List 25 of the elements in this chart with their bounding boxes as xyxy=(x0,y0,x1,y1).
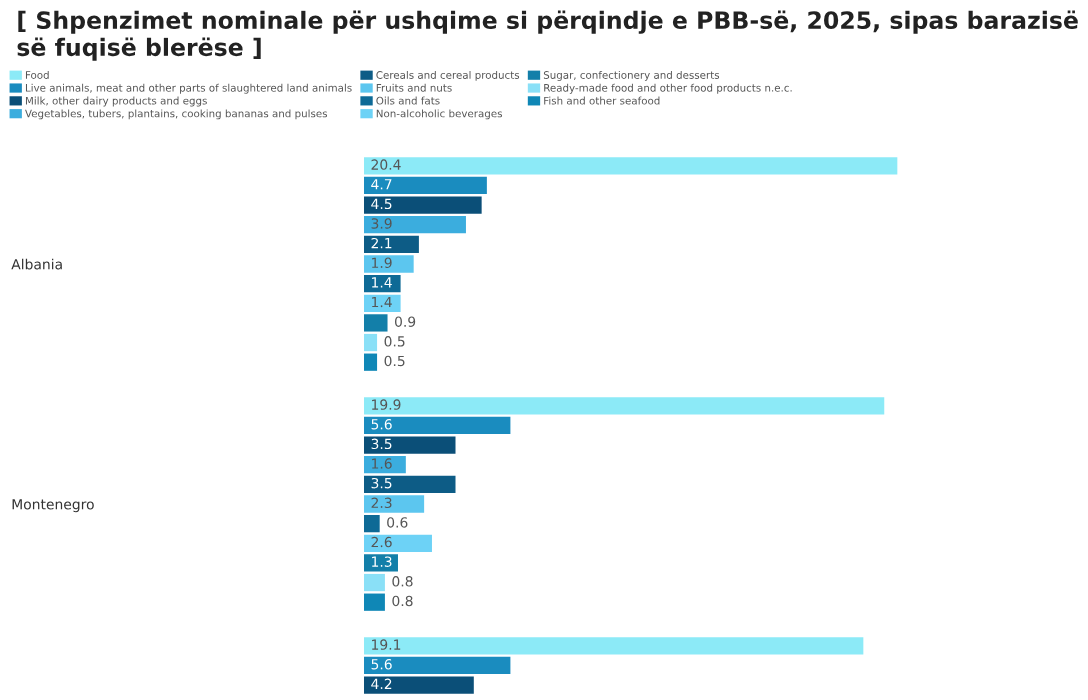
chart-title: [ Shpenzimet nominale për ushqime si përqindje e PBB-së, 2025, sipas barazisë së fuqisë blerëse ] xyxy=(17,10,1078,61)
bar xyxy=(364,495,425,513)
bar xyxy=(364,216,466,234)
bar xyxy=(364,676,474,694)
bar xyxy=(364,294,401,312)
bar xyxy=(364,353,378,371)
bar xyxy=(364,157,898,175)
bar xyxy=(364,656,511,675)
bar xyxy=(364,475,456,493)
bar xyxy=(364,573,385,592)
bar xyxy=(364,554,398,572)
bar xyxy=(364,176,487,195)
bar xyxy=(364,515,380,533)
bar xyxy=(364,275,401,293)
bar xyxy=(364,333,378,352)
bar xyxy=(364,436,456,454)
bar xyxy=(364,416,511,435)
bar xyxy=(364,637,864,655)
bar xyxy=(364,593,385,611)
bar xyxy=(364,397,885,415)
bar xyxy=(364,196,482,214)
bar xyxy=(364,314,388,332)
bar xyxy=(364,235,419,253)
bar xyxy=(364,255,414,273)
bar xyxy=(364,534,432,552)
